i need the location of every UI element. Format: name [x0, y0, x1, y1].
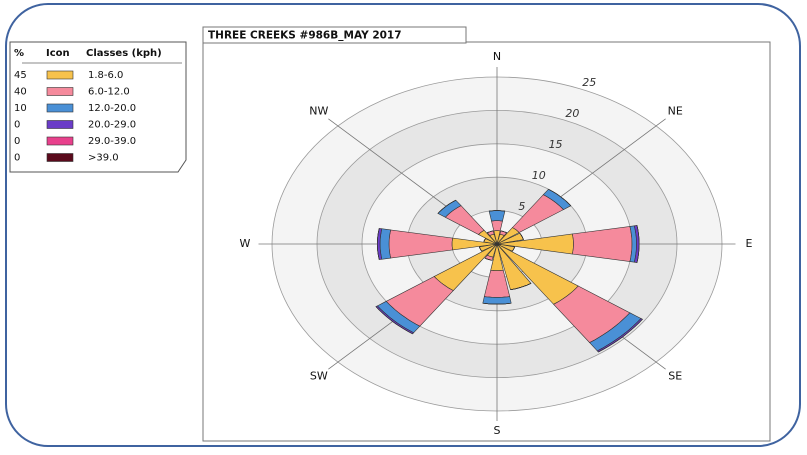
direction-label: NW	[309, 105, 328, 118]
direction-label: SW	[310, 369, 328, 382]
direction-label: E	[746, 237, 753, 250]
legend-percent: 45	[14, 70, 27, 81]
direction-label: S	[494, 424, 501, 437]
petal-segment	[482, 296, 512, 305]
r-tick-label: 5	[518, 200, 525, 213]
legend-label: 12.0-20.0	[88, 103, 136, 114]
legend-label: 6.0-12.0	[88, 87, 130, 98]
r-tick-label: 25	[582, 76, 596, 89]
petal-segment	[379, 228, 392, 260]
petal-segment	[511, 246, 515, 252]
legend-swatch	[46, 153, 74, 162]
petal-segment	[375, 306, 413, 335]
legend-swatch	[46, 87, 74, 96]
rose: N NE E SE S SW W NW 5 10 15 20 25	[240, 50, 753, 437]
petal-segment	[548, 188, 572, 207]
direction-label: N	[493, 50, 501, 63]
r-tick-label: 10	[532, 169, 546, 182]
petal-segment	[484, 257, 493, 261]
legend-header: Icon	[46, 48, 70, 59]
legend-header: %	[14, 48, 24, 59]
petal-segment	[519, 233, 524, 240]
title-tab	[202, 26, 467, 44]
legend-label: 20.0-29.0	[88, 120, 136, 131]
direction-label: W	[240, 237, 251, 250]
chart-title: THREE CREEKS #986B_MAY 2017	[208, 30, 402, 42]
petal-segment	[491, 220, 503, 232]
petal-segment	[489, 210, 505, 212]
legend-swatch	[46, 120, 74, 129]
legend-percent: 40	[14, 87, 27, 98]
petal-segment	[636, 225, 640, 263]
petal-segment	[483, 238, 486, 242]
legend-swatch	[46, 103, 74, 113]
petal-segment	[437, 199, 456, 214]
legend-percent: 10	[14, 103, 27, 114]
legend-label: >39.0	[88, 153, 119, 164]
petal-segment	[488, 210, 506, 222]
r-tick-label: 20	[565, 107, 579, 120]
legend-label: 29.0-39.0	[88, 136, 136, 147]
legend-header: Classes (kph)	[86, 48, 162, 59]
legend-percent: 0	[14, 136, 20, 147]
r-tick-label: 15	[549, 138, 563, 151]
legend-percent: 0	[14, 120, 20, 131]
petal-segment	[500, 230, 507, 233]
petal-segment	[482, 302, 512, 305]
petal-segment	[487, 230, 494, 233]
petal-segment	[479, 246, 483, 252]
petal-segment	[598, 318, 643, 353]
legend: % Icon Classes (kph) 45 1.8-6.0 40 6.0-12.0 10 1…	[14, 48, 162, 164]
legend-swatch	[46, 136, 74, 146]
petal-segment	[510, 283, 532, 290]
legend-percent: 0	[14, 153, 20, 164]
petal-segment	[376, 228, 380, 260]
legend-swatch	[46, 70, 74, 80]
direction-label: NE	[668, 105, 683, 118]
legend-label: 1.8-6.0	[88, 70, 123, 81]
direction-label: SE	[668, 369, 682, 382]
